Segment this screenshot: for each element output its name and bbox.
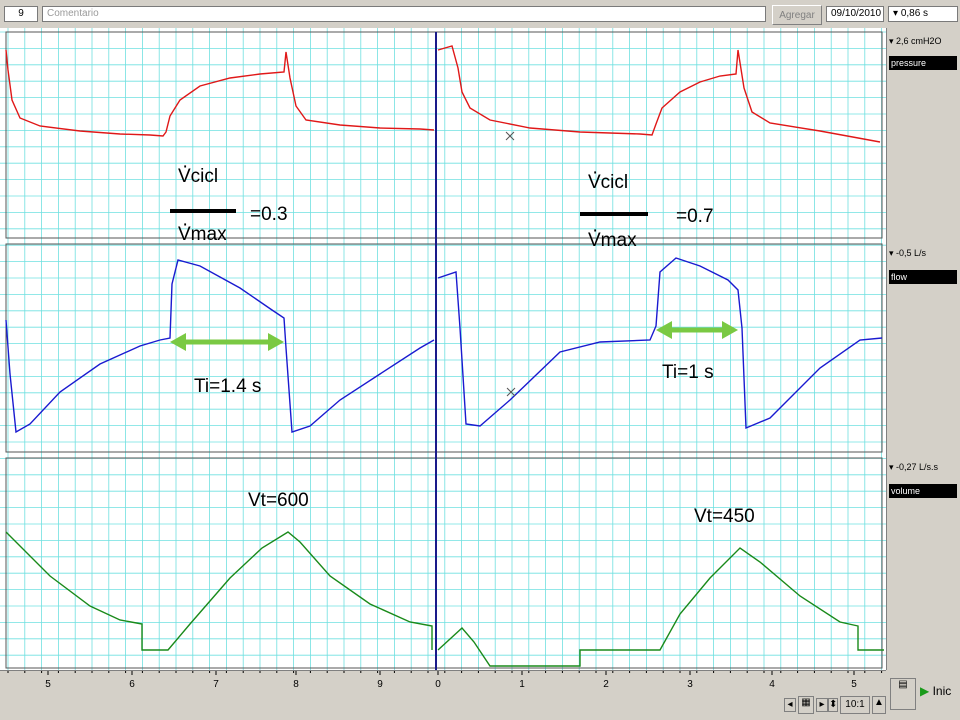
vmax-label-right: · Vmax — [588, 220, 637, 251]
bottom-toolbar: ◂ ▦ ▸ ⬍ 10:1 ▲ ▤ ▶ Inic — [0, 678, 960, 720]
vt-label-right: Vt=450 — [694, 506, 755, 527]
start-label: Inic — [932, 684, 952, 698]
expand-icon[interactable]: ⬍ — [828, 698, 838, 712]
channel-frame — [5, 457, 883, 669]
ti-arrow-right — [656, 321, 738, 339]
ti-label-left: Ti=1.4 s — [194, 376, 262, 397]
flow-channel-label[interactable]: flow — [889, 270, 957, 284]
flow-trace-right — [437, 257, 883, 430]
ratio-value-left: =0.3 — [250, 204, 288, 225]
axis-tick-label: 3 — [687, 679, 693, 690]
volume-channel-label[interactable]: volume — [889, 484, 957, 498]
pressure-channel-label[interactable]: pressure — [889, 56, 957, 70]
pressure-scale-dropdown[interactable]: ▾ 2,6 cmH2O — [889, 36, 942, 46]
time-scale-value: 0,86 s — [900, 8, 929, 19]
chevron-down-icon: ▾ — [889, 462, 897, 472]
volume-trace — [5, 531, 433, 651]
axis-tick-label: 6 — [129, 679, 135, 690]
axis-tick-label: 8 — [293, 679, 299, 690]
volume-trace-right — [437, 547, 884, 667]
ratio-value-right: =0.7 — [676, 206, 714, 227]
vmax-label-left: · Vmax — [178, 214, 227, 245]
start-button[interactable]: ▶ Inic — [920, 684, 960, 714]
chevron-down-icon: ▾ — [889, 248, 897, 258]
zoom-fit-icon[interactable]: ▦ — [798, 696, 814, 714]
arrow-head-right — [268, 333, 284, 351]
date-display: 09/10/2010 — [826, 6, 884, 22]
ti-label-right: Ti=1 s — [662, 362, 714, 383]
signal-plot-svg — [0, 28, 886, 670]
mountain-icon[interactable]: ▲ — [872, 696, 886, 714]
record-number-field[interactable]: 9 — [4, 6, 38, 22]
arrow-head-right — [722, 321, 738, 339]
scroll-left-button[interactable]: ◂ — [784, 698, 796, 712]
channel-frame — [5, 243, 883, 453]
chevron-down-icon: ▾ — [893, 8, 899, 19]
grid — [0, 28, 886, 670]
add-button[interactable]: Agregar — [772, 5, 822, 25]
axis-tick-label: 2 — [603, 679, 609, 690]
vcicl-label-left: · Vcicl — [178, 156, 219, 187]
axis-tick-label: 5 — [851, 679, 857, 690]
axis-tick-label: 7 — [213, 679, 219, 690]
time-axis: 5 6 7 8 9 0 1 2 3 4 5 — [0, 670, 886, 693]
comment-field[interactable]: Comentario — [42, 6, 766, 22]
axis-tick-label: 5 — [45, 679, 51, 690]
chevron-down-icon: ▾ — [889, 36, 897, 46]
monitor-icon[interactable]: ▤ — [890, 678, 916, 710]
vcicl-label-right: · Vcicl — [588, 162, 629, 193]
axis-tick-label: 9 — [377, 679, 383, 690]
channel-frame — [5, 31, 883, 239]
axis-tick-label: 0 — [435, 679, 441, 690]
top-toolbar: 9 Comentario Agregar 09/10/2010 ▾ 0,86 s — [0, 0, 960, 29]
arrow-head-left — [656, 321, 672, 339]
time-axis-svg: 5 6 7 8 9 0 1 2 3 4 5 — [7, 671, 883, 690]
pressure-trace-right — [437, 45, 881, 143]
channel-panel: ▾ 2,6 cmH2O pressure ▾ -0,5 L/s flow ▾ -… — [886, 28, 960, 670]
panel-frames — [5, 31, 883, 669]
zoom-ratio[interactable]: 10:1 — [840, 696, 870, 714]
flow-scale-dropdown[interactable]: ▾ -0,5 L/s — [889, 248, 927, 258]
axis-tick-label: 4 — [769, 679, 775, 690]
signal-plot-area[interactable]: · Vcicl · Vmax =0.3 · Vcicl · Vmax =0.7 Ti=1… — [0, 28, 886, 670]
play-icon: ▶ — [920, 684, 930, 698]
cursor-mark-flow — [506, 387, 516, 397]
scroll-right-button[interactable]: ▸ — [816, 698, 828, 712]
pressure-trace — [5, 49, 435, 137]
time-scale-dropdown[interactable]: ▾ 0,86 s — [888, 6, 958, 22]
axis-tick-label: 1 — [519, 679, 525, 690]
ti-arrow-left — [170, 333, 284, 351]
volume-scale-dropdown[interactable]: ▾ -0,27 L/s.s — [889, 462, 939, 472]
arrow-head-left — [170, 333, 186, 351]
flow-trace — [5, 259, 435, 434]
cursor-mark-pressure — [505, 131, 515, 141]
vt-label-left: Vt=600 — [248, 490, 309, 511]
